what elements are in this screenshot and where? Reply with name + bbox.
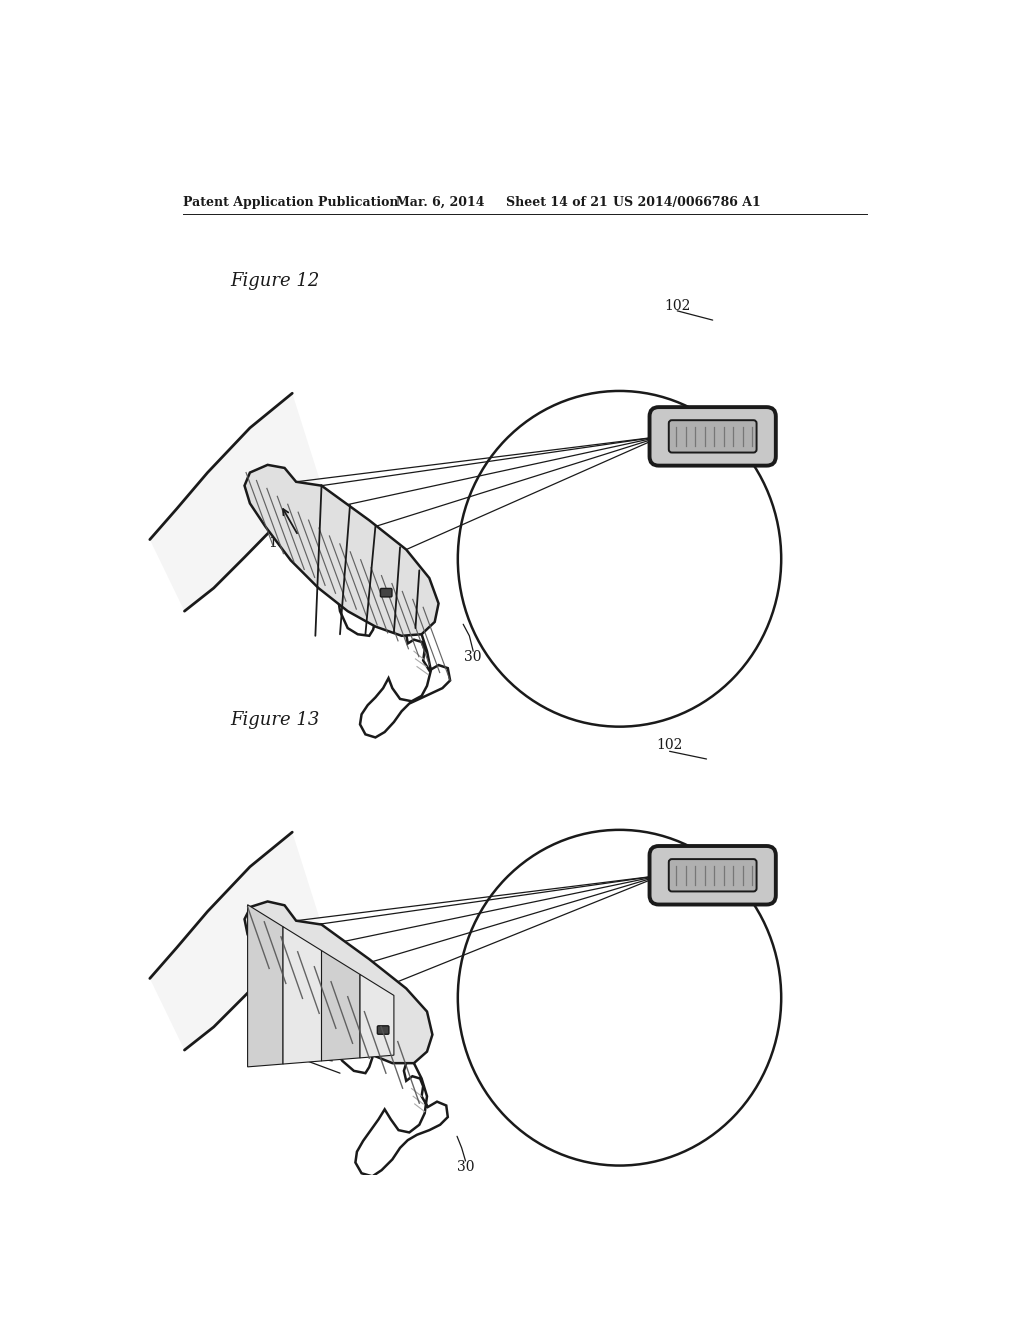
Text: 106: 106 <box>268 536 295 550</box>
Polygon shape <box>150 393 322 611</box>
Polygon shape <box>322 950 360 1061</box>
FancyBboxPatch shape <box>649 407 776 466</box>
Text: 30: 30 <box>457 1160 474 1173</box>
Text: 102: 102 <box>665 300 690 313</box>
Polygon shape <box>245 465 438 636</box>
FancyBboxPatch shape <box>669 859 757 891</box>
Polygon shape <box>248 904 283 1067</box>
FancyBboxPatch shape <box>381 589 392 597</box>
Ellipse shape <box>458 830 781 1166</box>
Text: 102: 102 <box>656 738 683 752</box>
Text: 106: 106 <box>268 1048 295 1063</box>
Text: Figure 12: Figure 12 <box>230 272 321 290</box>
Text: US 2014/0066786 A1: US 2014/0066786 A1 <box>613 195 761 209</box>
Ellipse shape <box>458 391 781 726</box>
Text: 30: 30 <box>465 651 482 664</box>
Polygon shape <box>283 927 322 1064</box>
Polygon shape <box>360 974 394 1057</box>
Text: Figure 13: Figure 13 <box>230 711 321 729</box>
Text: Patent Application Publication: Patent Application Publication <box>183 195 398 209</box>
FancyBboxPatch shape <box>649 846 776 904</box>
Polygon shape <box>150 832 322 1051</box>
FancyBboxPatch shape <box>669 420 757 453</box>
Polygon shape <box>322 486 451 738</box>
Polygon shape <box>245 902 432 1063</box>
Polygon shape <box>322 924 447 1176</box>
Text: Mar. 6, 2014: Mar. 6, 2014 <box>396 195 484 209</box>
FancyBboxPatch shape <box>378 1026 389 1035</box>
Text: Sheet 14 of 21: Sheet 14 of 21 <box>506 195 607 209</box>
